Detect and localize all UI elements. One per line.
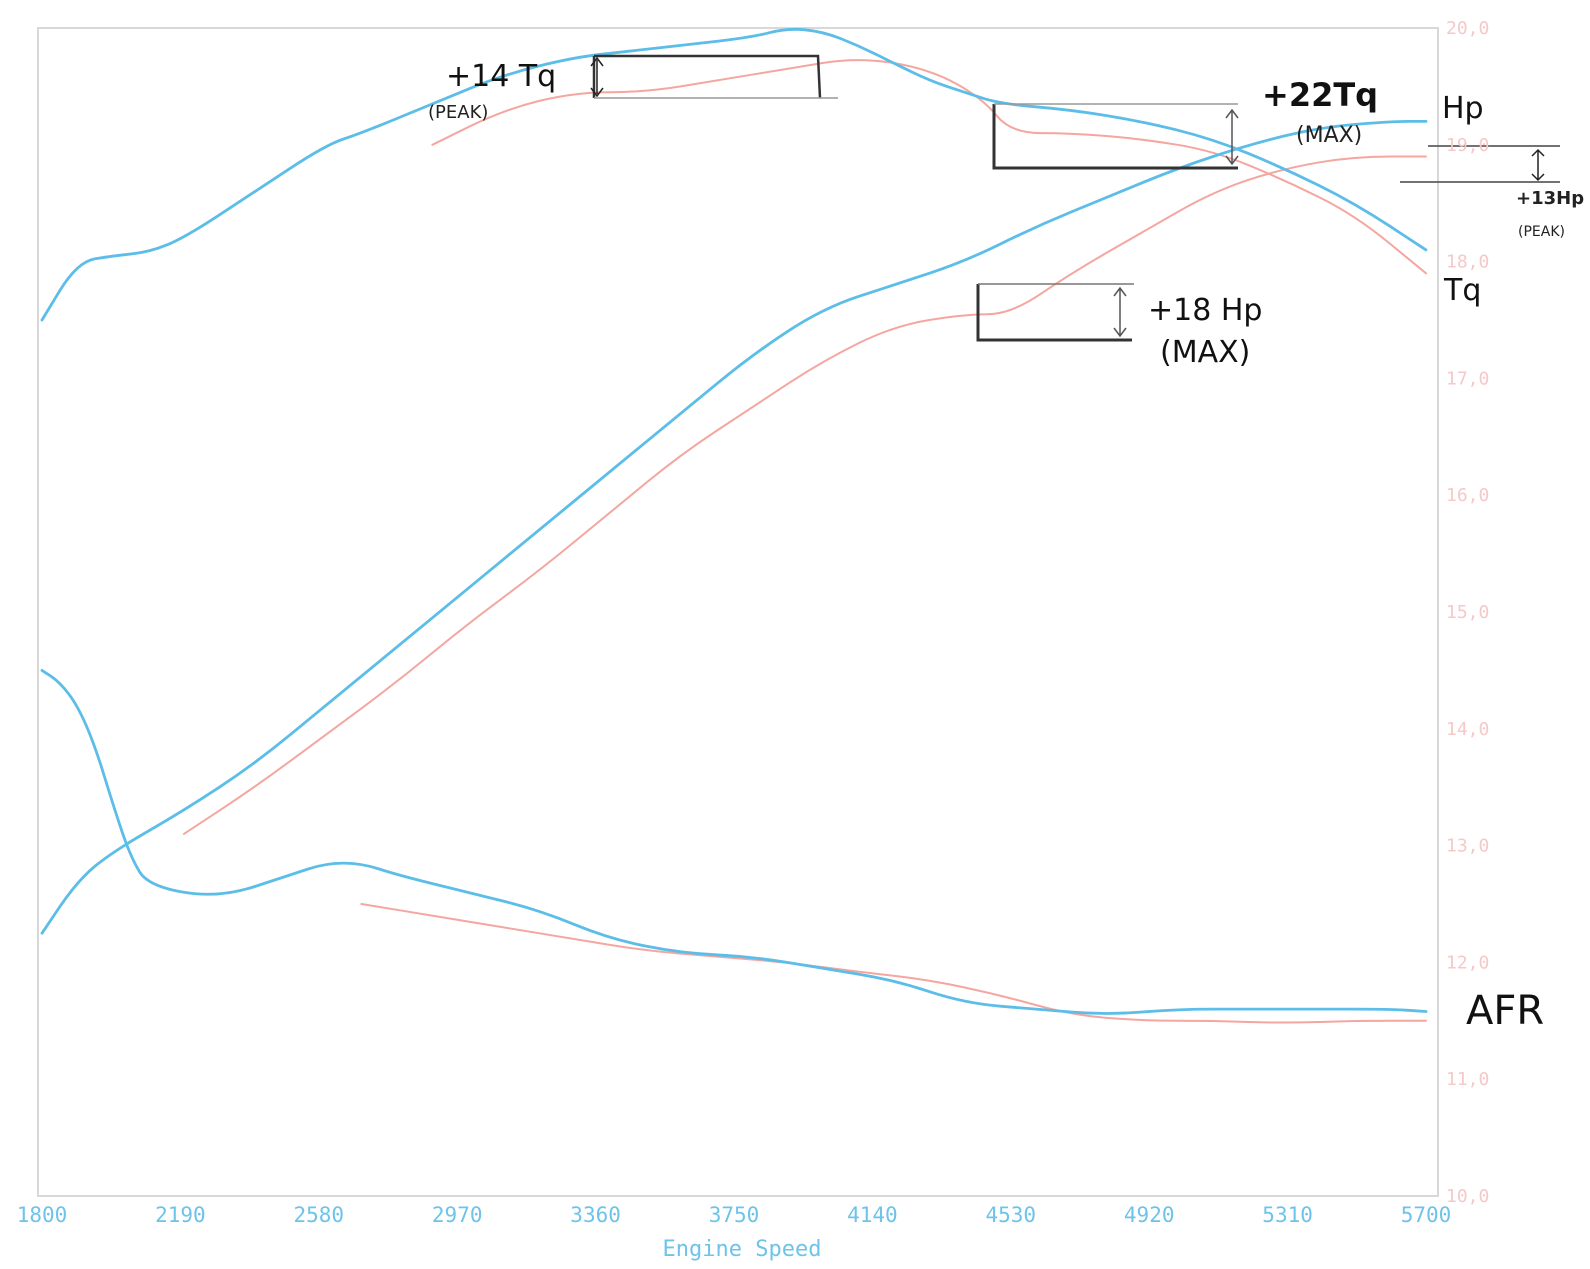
y-axis-ticks-right: 20,0 19,0 18,0 17,0 16,0 15,0 14,0 13,0 12,0 11,0… (1446, 18, 1489, 1207)
series-label-tq: Tq (1443, 273, 1481, 308)
x-tick-label: 3360 (570, 1203, 621, 1227)
y-tick-label: 19,0 (1446, 135, 1489, 156)
annotation-sub-hp-peak: (PEAK) (1518, 224, 1565, 240)
series-label-afr: AFR (1466, 988, 1544, 1034)
annotation-arrow-hp-max (1113, 286, 1127, 338)
x-tick-label: 2190 (155, 1203, 206, 1227)
x-tick-label: 5310 (1262, 1203, 1313, 1227)
annotation-text-hp-max: +18 Hp (1148, 293, 1262, 328)
x-tick-label: 4140 (847, 1203, 898, 1227)
y-tick-label: 15,0 (1446, 602, 1489, 623)
series-lines (40, 27, 1428, 1024)
x-tick-label: 2580 (294, 1203, 345, 1227)
series-line-tq-before (431, 59, 1427, 275)
x-tick-label: 2970 (432, 1203, 483, 1227)
annotation-sub-hp-max: (MAX) (1160, 335, 1250, 370)
annotation-box-tq-max (992, 104, 1238, 170)
annotation-arrow-hp-peak (1531, 148, 1545, 182)
y-tick-label: 18,0 (1446, 252, 1489, 273)
y-tick-label: 16,0 (1446, 485, 1489, 506)
annotation-box-hp-max (976, 284, 1132, 342)
y-tick-label: 17,0 (1446, 368, 1489, 389)
annotation-arrow-tq-peak (590, 56, 604, 98)
series-line-afr-after (40, 669, 1428, 1015)
series-line-tq-after (40, 27, 1428, 322)
series-label-hp: Hp (1442, 91, 1484, 126)
annotation-sub-tq-max: (MAX) (1296, 123, 1362, 148)
y-tick-label: 12,0 (1446, 952, 1489, 973)
y-tick-label: 13,0 (1446, 836, 1489, 857)
x-tick-label: 3750 (709, 1203, 760, 1227)
x-axis-label: Engine Speed (663, 1237, 822, 1262)
x-tick-label: 4920 (1124, 1203, 1175, 1227)
y-tick-label: 11,0 (1446, 1069, 1489, 1090)
series-line-hp-before (182, 155, 1427, 835)
series-line-afr-before (360, 903, 1427, 1024)
plot-frame (37, 27, 1439, 1197)
annotation-text-hp-peak: +13Hp (1516, 188, 1584, 209)
series-line-hp-after (40, 120, 1428, 935)
y-tick-label: 14,0 (1446, 719, 1489, 740)
annotation-text-tq-peak: +14 Tq (446, 59, 556, 94)
y-tick-label: 20,0 (1446, 18, 1489, 39)
x-axis-ticks: 1800 2190 2580 2970 3360 3750 4140 4530 4920 5310… (17, 1203, 1452, 1227)
x-tick-label: 4530 (986, 1203, 1037, 1227)
y-tick-label: 10,0 (1446, 1186, 1489, 1207)
x-tick-label: 1800 (17, 1203, 68, 1227)
x-tick-label: 5700 (1401, 1203, 1452, 1227)
annotation-boxes (590, 54, 1560, 342)
annotation-arrow-tq-max (1225, 108, 1239, 166)
annotation-sub-tq-peak: (PEAK) (428, 102, 488, 123)
annotation-text-tq-max: +22Tq (1262, 76, 1378, 114)
